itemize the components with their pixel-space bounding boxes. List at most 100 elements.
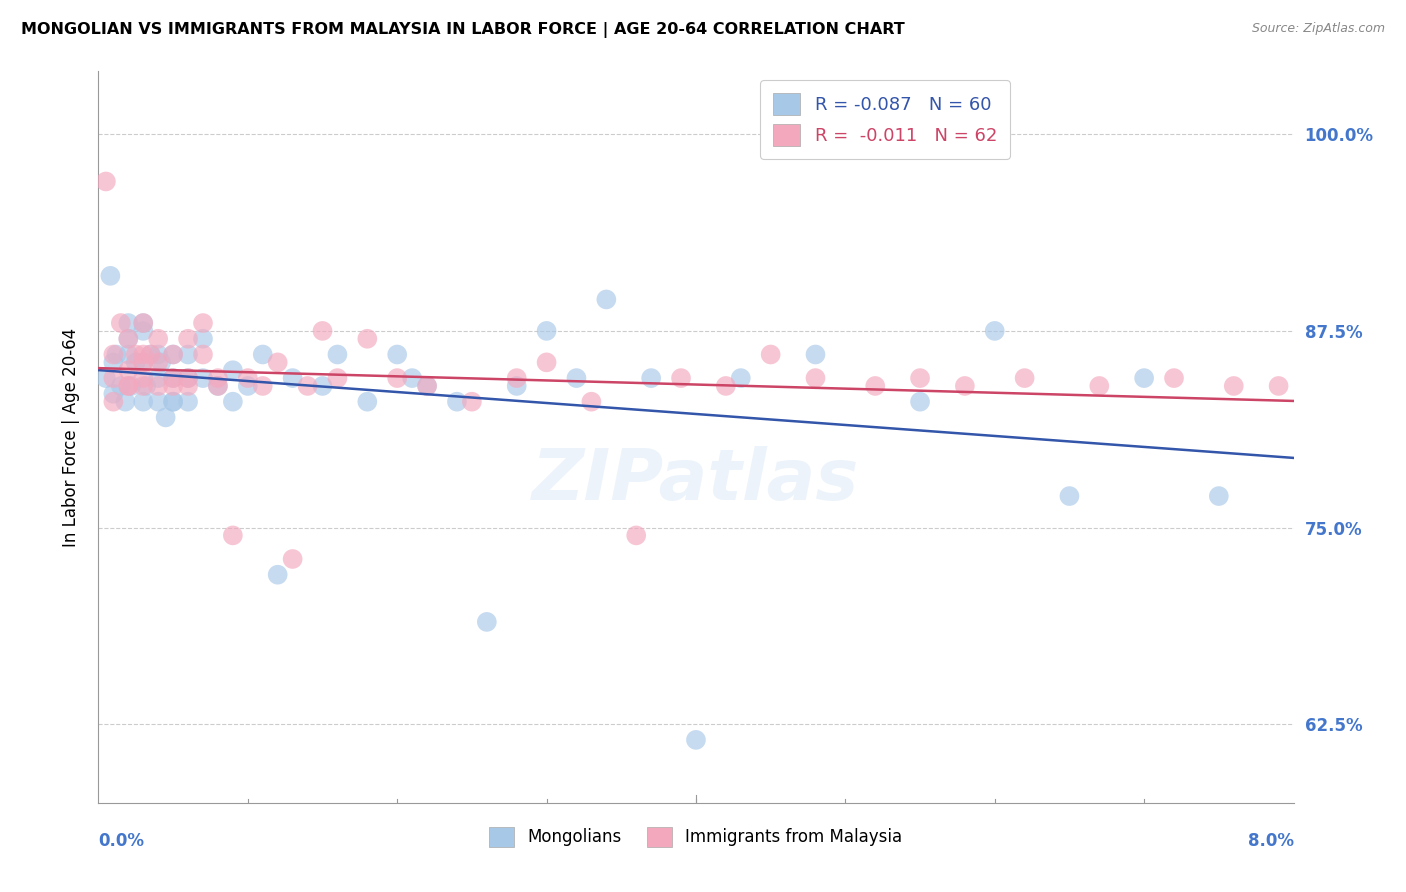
Point bbox=[252, 347, 274, 361]
Text: 0.0%: 0.0% bbox=[98, 832, 145, 850]
Point bbox=[222, 528, 245, 542]
Point bbox=[267, 567, 290, 582]
Point bbox=[326, 371, 349, 385]
Point bbox=[162, 394, 184, 409]
Point bbox=[103, 394, 125, 409]
Point bbox=[207, 379, 229, 393]
Point bbox=[236, 371, 259, 385]
Point bbox=[714, 379, 737, 393]
Point bbox=[506, 379, 529, 393]
Point bbox=[908, 371, 931, 385]
Point bbox=[132, 355, 155, 369]
Point bbox=[326, 347, 349, 361]
Point bbox=[267, 355, 290, 369]
Point bbox=[536, 324, 558, 338]
Point bbox=[640, 371, 662, 385]
Point bbox=[162, 394, 184, 409]
Point bbox=[135, 379, 157, 393]
Point bbox=[191, 332, 214, 346]
Point bbox=[117, 347, 139, 361]
Point bbox=[114, 394, 136, 409]
Point bbox=[177, 371, 200, 385]
Point bbox=[177, 379, 200, 393]
Point bbox=[155, 410, 177, 425]
Point bbox=[311, 379, 333, 393]
Point bbox=[139, 347, 162, 361]
Legend: Mongolians, Immigrants from Malaysia: Mongolians, Immigrants from Malaysia bbox=[477, 814, 915, 860]
Point bbox=[177, 347, 200, 361]
Point bbox=[132, 379, 155, 393]
Point bbox=[281, 552, 304, 566]
Point bbox=[117, 332, 139, 346]
Point bbox=[132, 316, 155, 330]
Point bbox=[148, 332, 170, 346]
Point bbox=[148, 371, 170, 385]
Point bbox=[150, 355, 173, 369]
Point bbox=[385, 347, 409, 361]
Point bbox=[132, 324, 155, 338]
Point bbox=[730, 371, 752, 385]
Point bbox=[669, 371, 692, 385]
Point bbox=[685, 732, 707, 747]
Point bbox=[804, 347, 827, 361]
Text: ZIPatlas: ZIPatlas bbox=[533, 447, 859, 516]
Point bbox=[117, 379, 139, 393]
Y-axis label: In Labor Force | Age 20-64: In Labor Force | Age 20-64 bbox=[62, 327, 80, 547]
Point bbox=[177, 371, 200, 385]
Text: MONGOLIAN VS IMMIGRANTS FROM MALAYSIA IN LABOR FORCE | AGE 20-64 CORRELATION CHA: MONGOLIAN VS IMMIGRANTS FROM MALAYSIA IN… bbox=[21, 22, 905, 38]
Point bbox=[581, 394, 603, 409]
Point bbox=[1088, 379, 1111, 393]
Point bbox=[177, 394, 200, 409]
Point bbox=[162, 379, 184, 393]
Point bbox=[162, 371, 184, 385]
Point bbox=[222, 394, 245, 409]
Point bbox=[148, 355, 170, 369]
Point bbox=[139, 347, 162, 361]
Point bbox=[103, 387, 125, 401]
Point bbox=[110, 379, 132, 393]
Point bbox=[1163, 371, 1185, 385]
Point bbox=[1133, 371, 1156, 385]
Point bbox=[94, 371, 117, 385]
Point bbox=[162, 347, 184, 361]
Point bbox=[416, 379, 439, 393]
Point bbox=[117, 379, 139, 393]
Point bbox=[446, 394, 468, 409]
Point bbox=[207, 371, 229, 385]
Point bbox=[132, 316, 155, 330]
Point bbox=[105, 347, 128, 361]
Point bbox=[162, 347, 184, 361]
Point bbox=[191, 316, 214, 330]
Point bbox=[207, 379, 229, 393]
Point bbox=[1014, 371, 1036, 385]
Point bbox=[110, 316, 132, 330]
Point bbox=[804, 371, 827, 385]
Point bbox=[865, 379, 887, 393]
Point bbox=[117, 332, 139, 346]
Point bbox=[132, 347, 155, 361]
Point bbox=[536, 355, 558, 369]
Point bbox=[148, 347, 170, 361]
Point bbox=[506, 371, 529, 385]
Point bbox=[103, 355, 125, 369]
Point bbox=[177, 332, 200, 346]
Point bbox=[475, 615, 498, 629]
Point bbox=[1223, 379, 1246, 393]
Point bbox=[356, 394, 378, 409]
Point bbox=[1267, 379, 1289, 393]
Point bbox=[311, 324, 333, 338]
Point bbox=[281, 371, 304, 385]
Point bbox=[132, 371, 155, 385]
Point bbox=[984, 324, 1007, 338]
Point bbox=[191, 371, 214, 385]
Point bbox=[385, 371, 409, 385]
Point bbox=[117, 363, 139, 377]
Point bbox=[103, 371, 125, 385]
Point bbox=[222, 363, 245, 377]
Point bbox=[1208, 489, 1230, 503]
Text: 8.0%: 8.0% bbox=[1247, 832, 1294, 850]
Point bbox=[461, 394, 484, 409]
Point bbox=[132, 394, 155, 409]
Point bbox=[401, 371, 423, 385]
Point bbox=[103, 347, 125, 361]
